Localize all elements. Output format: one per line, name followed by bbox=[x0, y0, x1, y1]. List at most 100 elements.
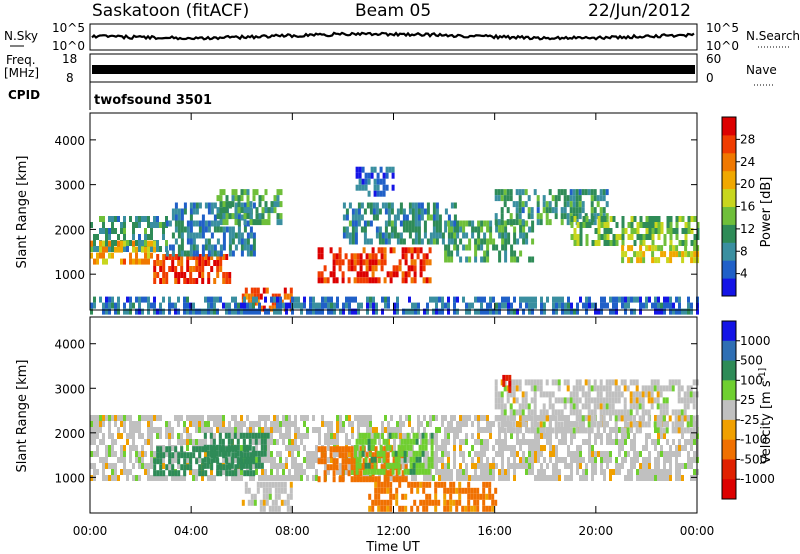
power-cell bbox=[642, 234, 646, 240]
velocity-cell bbox=[663, 451, 666, 457]
velocity-cell bbox=[283, 481, 287, 488]
power-cell bbox=[364, 184, 368, 191]
velocity-cell bbox=[291, 439, 294, 445]
velocity-cell bbox=[567, 451, 570, 457]
velocity-cell bbox=[262, 505, 266, 512]
power-cell bbox=[417, 226, 421, 233]
velocity-cell bbox=[582, 439, 585, 445]
velocity-cell bbox=[456, 475, 459, 481]
velocity-cell bbox=[274, 487, 278, 494]
power-cell bbox=[243, 213, 247, 220]
power-cell bbox=[414, 308, 417, 315]
velocity-cell bbox=[606, 451, 609, 457]
velocity-cell bbox=[594, 433, 597, 439]
velocity-x-tick-label: 12:00 bbox=[376, 524, 411, 538]
velocity-cell bbox=[258, 421, 261, 427]
power-cell bbox=[219, 207, 223, 214]
velocity-cell bbox=[338, 446, 342, 453]
velocity-cell bbox=[641, 385, 645, 392]
power-cell bbox=[627, 302, 630, 309]
velocity-cell bbox=[203, 432, 207, 439]
velocity-cell bbox=[584, 403, 588, 410]
velocity-cell bbox=[669, 457, 672, 463]
power-cell bbox=[405, 308, 408, 315]
power-cell bbox=[240, 202, 244, 209]
power-cell bbox=[606, 234, 610, 240]
power-cell bbox=[411, 202, 415, 209]
velocity-cell bbox=[618, 469, 621, 475]
power-cell bbox=[381, 202, 385, 209]
power-cell bbox=[102, 228, 105, 234]
velocity-cell bbox=[441, 463, 444, 469]
velocity-cell bbox=[672, 451, 675, 457]
power-cell bbox=[129, 252, 132, 259]
velocity-cell bbox=[578, 409, 582, 416]
velocity-cell bbox=[210, 439, 213, 445]
velocity-cell bbox=[374, 499, 378, 506]
power-cell bbox=[450, 256, 454, 263]
velocity-cell bbox=[512, 385, 516, 392]
velocity-cell bbox=[206, 444, 210, 451]
velocity-cell bbox=[497, 391, 501, 398]
power-cell bbox=[447, 214, 451, 221]
power-cell bbox=[399, 238, 403, 245]
velocity-cell bbox=[650, 385, 654, 392]
velocity-cell bbox=[543, 415, 546, 421]
velocity-cell bbox=[222, 469, 225, 475]
velocity-cell bbox=[251, 456, 255, 463]
velocity-cell bbox=[569, 409, 573, 416]
velocity-cell bbox=[549, 445, 552, 451]
velocity-cell bbox=[495, 451, 498, 457]
velocity-cell bbox=[609, 469, 612, 475]
power-cell bbox=[210, 266, 214, 272]
velocity-cell bbox=[447, 469, 450, 475]
velocity-cell bbox=[389, 493, 393, 500]
power-cell bbox=[243, 226, 247, 233]
velocity-cell bbox=[605, 421, 609, 428]
power-cell bbox=[396, 308, 399, 315]
power-cell bbox=[366, 296, 369, 303]
velocity-cell bbox=[444, 475, 447, 481]
power-cell bbox=[693, 216, 697, 222]
velocity-cell bbox=[567, 421, 570, 427]
power-cell bbox=[636, 228, 640, 234]
power-cell bbox=[578, 201, 582, 208]
velocity-cell bbox=[449, 499, 453, 506]
velocity-cell bbox=[579, 475, 582, 481]
power-cell bbox=[252, 296, 255, 303]
power-cell bbox=[210, 302, 213, 309]
power-cell bbox=[603, 234, 607, 240]
power-cell bbox=[471, 302, 474, 309]
velocity-cell bbox=[399, 421, 402, 427]
power-cell bbox=[291, 296, 294, 303]
velocity-cell bbox=[120, 415, 123, 421]
power-cell bbox=[531, 256, 535, 263]
velocity-cell bbox=[647, 385, 651, 392]
velocity-cell bbox=[336, 433, 339, 439]
power-cell bbox=[246, 220, 250, 227]
velocity-cell bbox=[537, 451, 540, 457]
velocity-cell bbox=[576, 451, 579, 457]
power-cell bbox=[258, 219, 262, 226]
power-cell bbox=[696, 228, 700, 234]
velocity-cell bbox=[633, 415, 636, 421]
power-cell bbox=[207, 254, 211, 260]
velocity-cell bbox=[635, 397, 639, 404]
power-cell bbox=[366, 202, 370, 209]
date-title: 22/Jun/2012 bbox=[588, 1, 691, 21]
power-cell bbox=[225, 201, 229, 208]
velocity-cell bbox=[201, 421, 204, 427]
velocity-cell bbox=[327, 469, 330, 475]
power-cell bbox=[666, 296, 669, 303]
power-cell bbox=[213, 214, 217, 221]
power-cell bbox=[234, 213, 238, 220]
power-cell bbox=[615, 302, 618, 309]
velocity-cell bbox=[624, 421, 627, 427]
velocity-cell bbox=[470, 487, 474, 494]
power-cell bbox=[578, 207, 582, 214]
velocity-cell bbox=[389, 499, 393, 506]
velocity-cell bbox=[609, 451, 612, 457]
power-cell bbox=[381, 238, 385, 245]
power-cell bbox=[216, 250, 220, 257]
velocity-x-tick-label: 04:00 bbox=[174, 524, 209, 538]
